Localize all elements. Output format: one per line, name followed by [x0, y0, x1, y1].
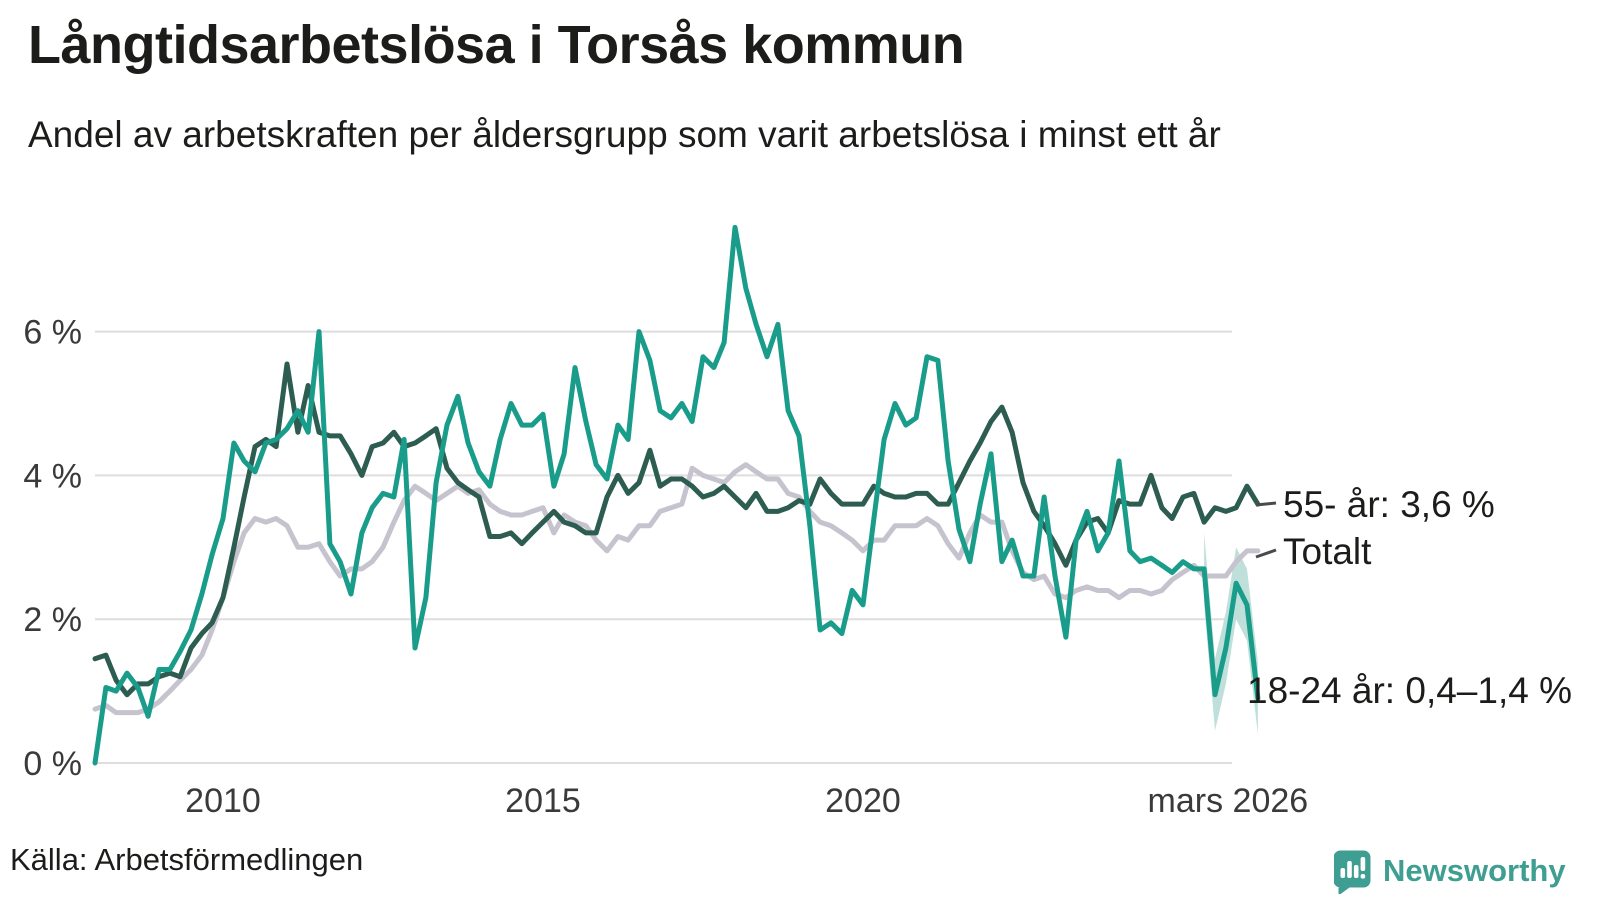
axis-tick-labels: 0 % 2 % 4 % 6 % 2010 2015 2020 mars 2026 [23, 314, 1308, 820]
source-note: Källa: Arbetsförmedlingen [10, 842, 364, 877]
chart-subtitle: Andel av arbetskraften per åldersgrupp s… [28, 114, 1221, 155]
x-tick-label: 2020 [825, 782, 901, 820]
brand-logo: Newsworthy [1334, 848, 1566, 894]
y-tick-label: 6 % [23, 314, 82, 352]
end-label-55-ar: 55- år: 3,6 % [1283, 484, 1495, 525]
label-connector-55 [1255, 501, 1277, 507]
line-end-labels: 55- år: 3,6 % Totalt 18-24 år: 0,4–1,4 % [1247, 484, 1572, 711]
gridlines [95, 330, 1232, 764]
series-line-totalt [92, 462, 1261, 716]
end-label-18-24-ar: 18-24 år: 0,4–1,4 % [1247, 670, 1572, 711]
series-line-55--år [92, 361, 1261, 698]
x-tick-label: mars 2026 [1148, 782, 1309, 820]
x-tick-label: 2015 [505, 782, 581, 820]
label-connector-totalt [1255, 548, 1277, 559]
y-tick-label: 4 % [23, 457, 82, 495]
chart-title: Långtidsarbetslösa i Torsås kommun [28, 15, 965, 75]
y-tick-label: 0 % [23, 745, 82, 783]
y-tick-label: 2 % [23, 601, 82, 639]
end-label-totalt: Totalt [1283, 531, 1372, 572]
brand-name: Newsworthy [1383, 853, 1566, 888]
newsworthy-logo-icon [1334, 850, 1371, 894]
x-tick-label: 2010 [185, 782, 261, 820]
series-lines [92, 224, 1261, 766]
series-line-18-24-år [92, 224, 1261, 766]
